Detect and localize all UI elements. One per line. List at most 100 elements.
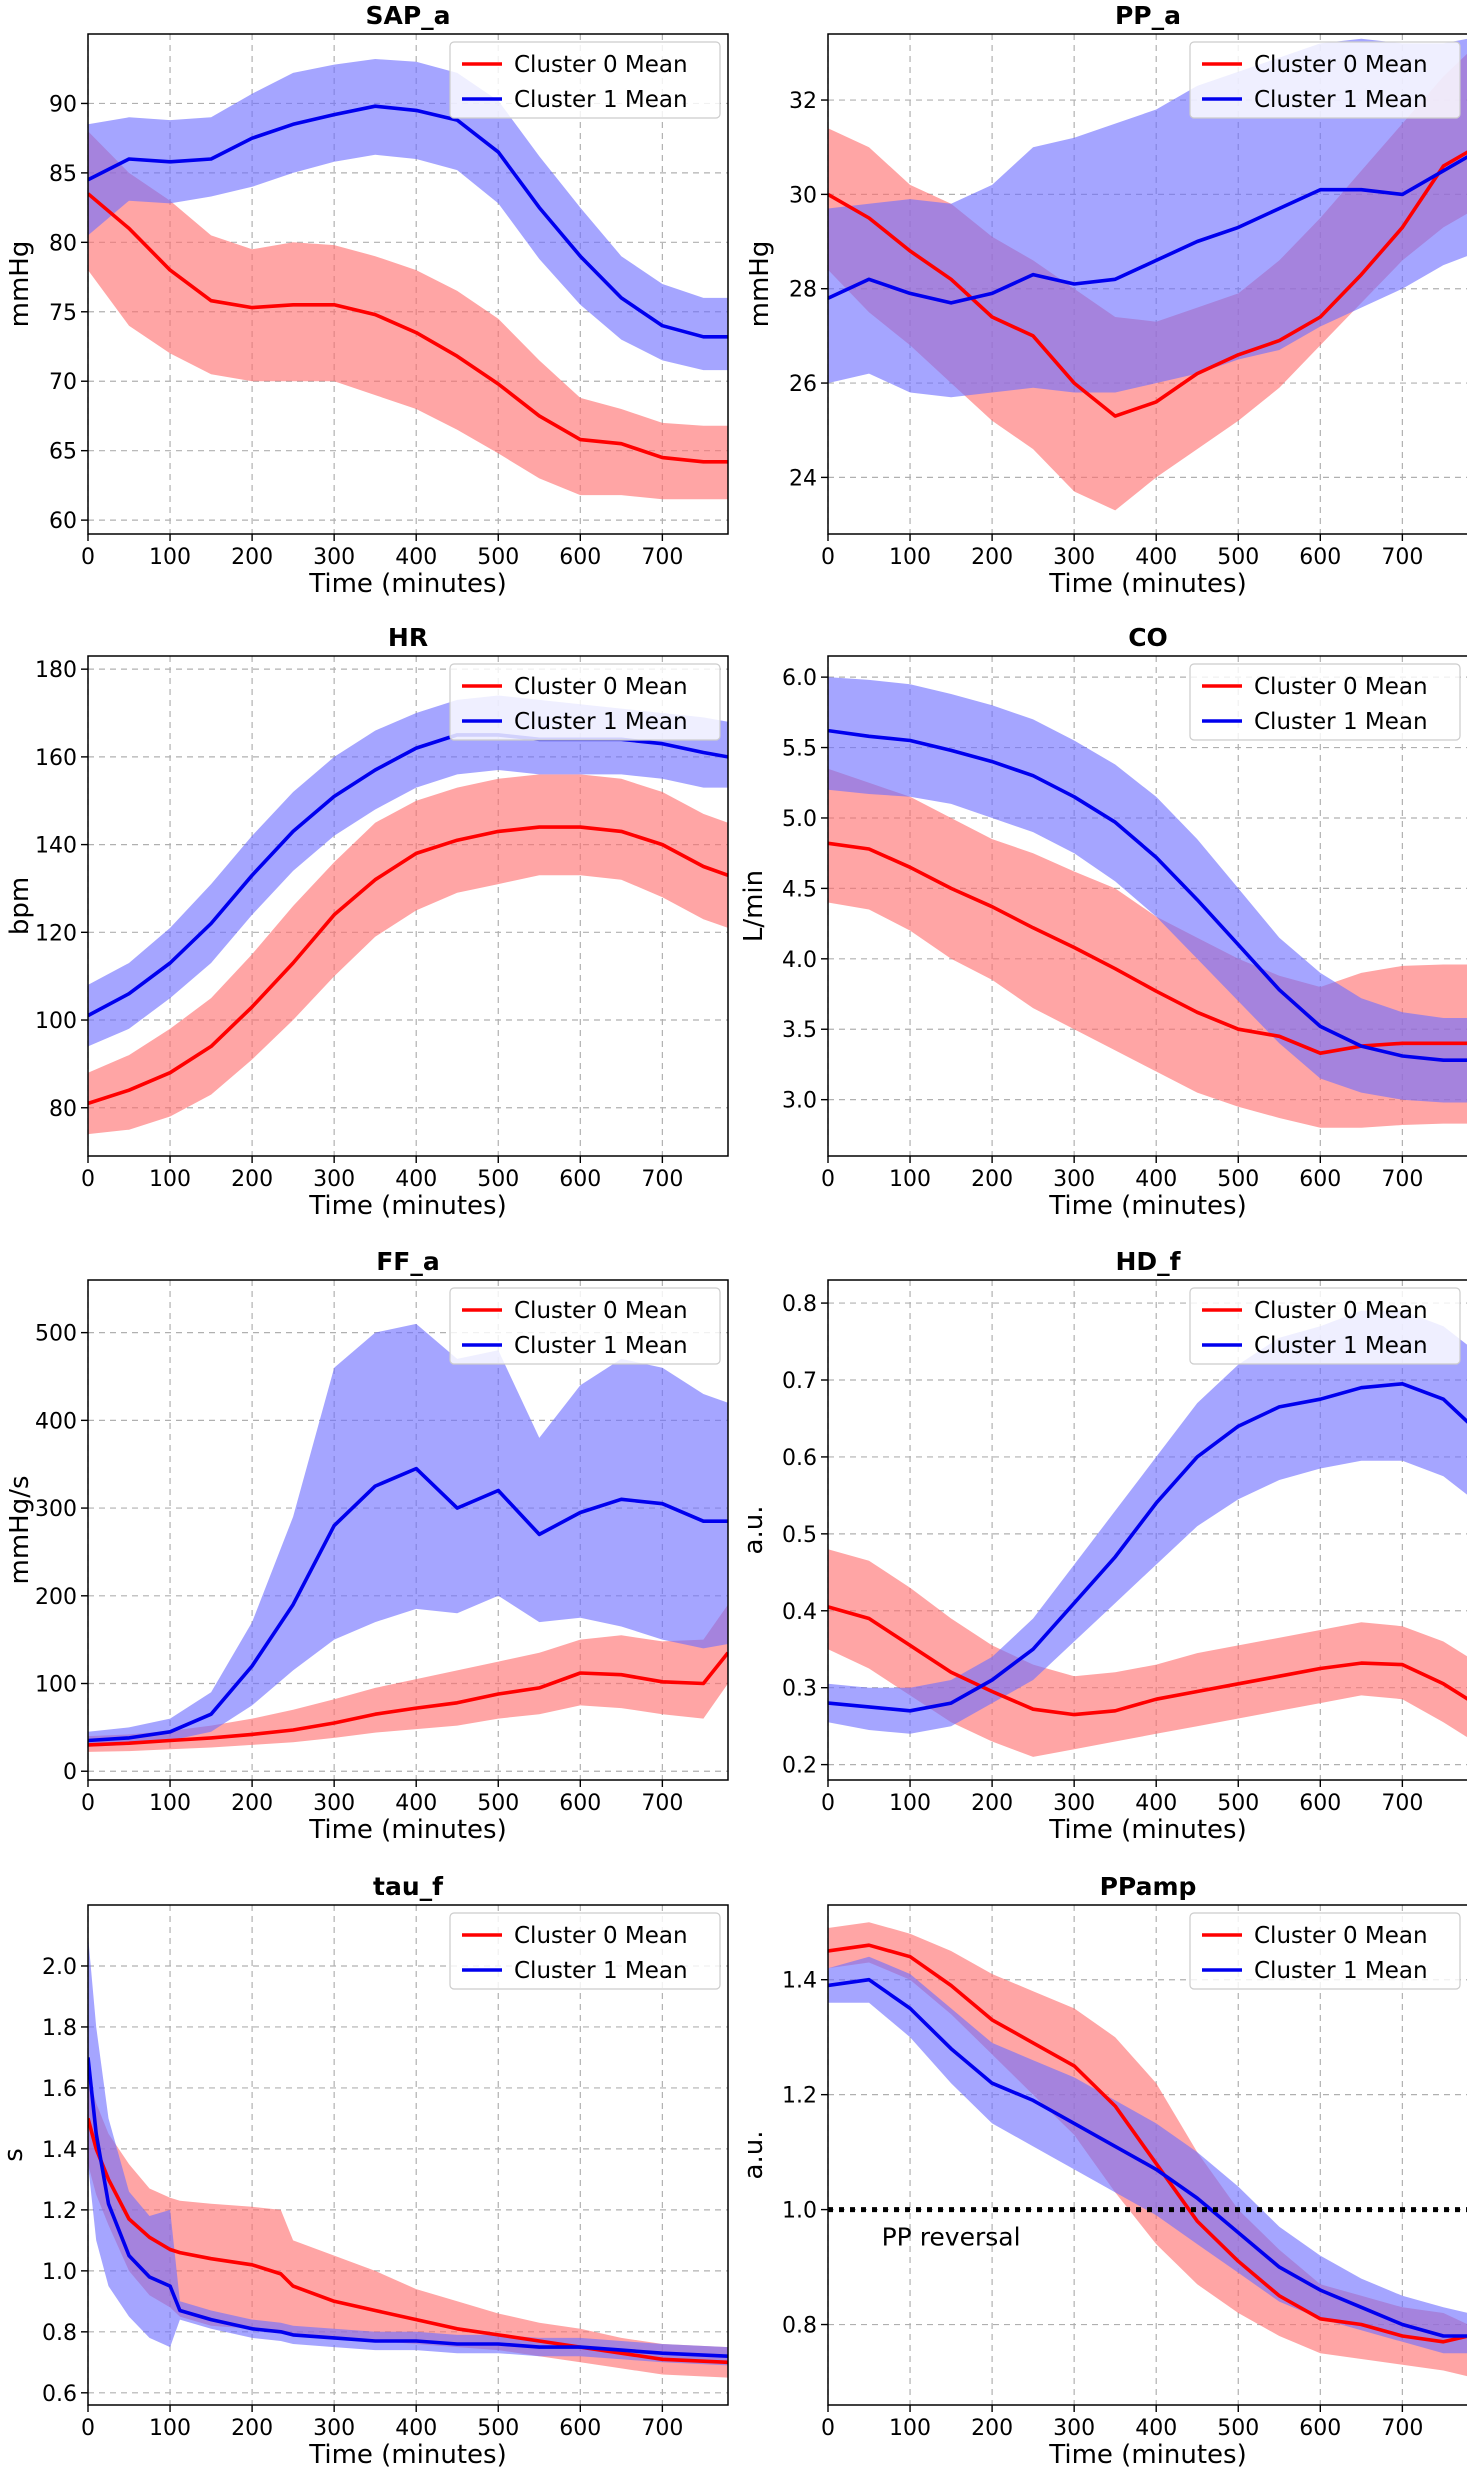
x-tick-label: 100: [889, 1167, 931, 1192]
legend: Cluster 0 Mean Cluster 1 Mean: [449, 1287, 721, 1365]
y-tick-label: 65: [49, 440, 77, 465]
x-axis-label: Time (minutes): [1048, 1815, 1246, 1845]
x-tick-label: 100: [889, 2416, 931, 2441]
axes-frame: [827, 655, 1467, 1157]
plot-area: [828, 38, 1467, 511]
cluster-1-mean-line: [88, 104, 728, 339]
y-tick-label: 0.8: [42, 2321, 77, 2346]
legend: Cluster 0 Mean Cluster 1 Mean: [449, 663, 721, 741]
cluster-0-mean-line: [88, 192, 728, 464]
x-axis-label: Time (minutes): [308, 1815, 506, 1845]
legend-box: [1189, 1287, 1461, 1365]
cluster-0-band: [828, 53, 1467, 511]
x-tick-label: 400: [395, 1167, 437, 1192]
legend-label-cluster-1: Cluster 1 Mean: [514, 1958, 688, 1984]
y-tick-label: 100: [35, 1673, 77, 1698]
x-tick-label: 300: [313, 2416, 355, 2441]
x-tick-label: 100: [149, 1791, 191, 1816]
legend-label-cluster-1: Cluster 1 Mean: [514, 1333, 688, 1359]
cluster-1-band: [88, 59, 728, 371]
y-tick-label: 80: [49, 1097, 77, 1122]
panel-title: CO: [1128, 623, 1168, 652]
x-tick-label: 0: [81, 1791, 95, 1816]
legend-label-cluster-0: Cluster 0 Mean: [514, 52, 688, 78]
y-axis-label: s: [0, 2148, 29, 2162]
legend: Cluster 0 Mean Cluster 1 Mean: [1189, 663, 1461, 741]
cluster-1-mean-line: [828, 1382, 1467, 1713]
cluster-0-band: [88, 774, 728, 1135]
y-tick-label: 85: [49, 162, 77, 187]
legend-box: [449, 663, 721, 741]
x-tick-label: 600: [559, 1167, 601, 1192]
y-tick-label: 1.2: [42, 2199, 77, 2224]
cluster-1-mean-line: [88, 1466, 728, 1743]
cluster-1-band: [88, 1323, 728, 1747]
y-tick-label: 24: [789, 466, 817, 491]
y-tick-label: 160: [35, 746, 77, 771]
panel-ppamp: PPamp PP reversal 0 100 200 300 400 500 600 700 0.…: [739, 1872, 1467, 2470]
y-tick-label: 0.2: [782, 1754, 817, 1779]
y-tick-label: 60: [49, 509, 77, 534]
y-tick-label: 3.0: [782, 1089, 817, 1114]
y-tick-label: 0.4: [782, 1600, 817, 1625]
x-tick-label: 300: [1053, 1791, 1095, 1816]
x-tick-label: 400: [1135, 1167, 1177, 1192]
cluster-0-mean-line: [828, 150, 1467, 418]
x-tick-label: 500: [477, 1791, 519, 1816]
x-tick-label: 600: [559, 1791, 601, 1816]
x-tick-label: 500: [477, 1167, 519, 1192]
legend-label-cluster-0: Cluster 0 Mean: [514, 1923, 688, 1949]
legend-label-cluster-1: Cluster 1 Mean: [1254, 709, 1428, 735]
y-tick-label: 30: [789, 183, 817, 208]
x-tick-label: 200: [231, 545, 273, 570]
legend: Cluster 0 Mean Cluster 1 Mean: [1189, 1912, 1461, 1990]
y-tick-label: 0.8: [782, 1292, 817, 1317]
x-tick-label: 400: [1135, 545, 1177, 570]
panel-pp-a: PP_a 0 100 200 300 400 500 600 700 24 26 28 30 32 Time…: [745, 1, 1467, 599]
legend-box: [449, 1912, 721, 1990]
y-tick-label: 0: [63, 1760, 77, 1785]
y-tick-label: 100: [35, 1009, 77, 1034]
x-tick-label: 400: [395, 545, 437, 570]
x-tick-label: 600: [1299, 1791, 1341, 1816]
panel-sap-a: SAP_a 0 100 200 300 400 500 600 700 60 65 70 75 80 85 9…: [5, 1, 729, 599]
x-tick-label: 500: [477, 545, 519, 570]
x-tick-label: 100: [889, 545, 931, 570]
x-tick-label: 500: [1217, 545, 1259, 570]
cluster-0-mean-line: [828, 1605, 1467, 1717]
cluster-1-band: [828, 677, 1467, 1103]
panel-hd-f: HD_f 0 100 200 300 400 500 600 700 0.2 0.3 0.4 0.5 0.…: [739, 1247, 1467, 1845]
plot-area: [828, 1310, 1467, 1757]
cluster-0-mean-line: [828, 841, 1467, 1055]
panel-co: CO 0 100 200 300 400 500 600 700 3.0 3.5 4.0 4.5 5.0 5…: [739, 623, 1467, 1221]
x-tick-label: 200: [231, 2416, 273, 2441]
axes-frame: [827, 33, 1467, 535]
y-axis-label: L/min: [739, 870, 769, 942]
x-tick-label: 600: [1299, 2416, 1341, 2441]
y-tick-label: 0.5: [782, 1523, 817, 1548]
y-axis-label: mmHg/s: [5, 1475, 35, 1584]
cluster-1-mean-line: [88, 733, 728, 1018]
x-tick-label: 700: [1381, 1791, 1423, 1816]
x-axis-label: Time (minutes): [1048, 569, 1246, 599]
x-tick-label: 100: [149, 2416, 191, 2441]
pp-reversal-label: PP reversal: [882, 2223, 1021, 2252]
x-axis-label: Time (minutes): [308, 1191, 506, 1221]
y-tick-label: 3.5: [782, 1018, 817, 1043]
y-tick-label: 28: [789, 278, 817, 303]
x-tick-label: 100: [149, 545, 191, 570]
y-tick-label: 1.2: [782, 2084, 817, 2109]
y-tick-label: 1.0: [42, 2260, 77, 2285]
y-tick-label: 2.0: [42, 1955, 77, 1980]
cluster-1-band: [828, 1956, 1467, 2354]
axes-frame: [87, 1904, 729, 2406]
y-axis-label: bpm: [5, 877, 35, 935]
x-axis-label: Time (minutes): [1048, 2440, 1246, 2470]
y-tick-label: 0.6: [42, 2382, 77, 2407]
x-tick-label: 600: [1299, 1167, 1341, 1192]
y-tick-label: 1.6: [42, 2077, 77, 2102]
x-tick-label: 400: [395, 2416, 437, 2441]
x-tick-label: 300: [1053, 1167, 1095, 1192]
legend-label-cluster-1: Cluster 1 Mean: [1254, 1958, 1428, 1984]
cluster-0-band: [88, 131, 728, 500]
